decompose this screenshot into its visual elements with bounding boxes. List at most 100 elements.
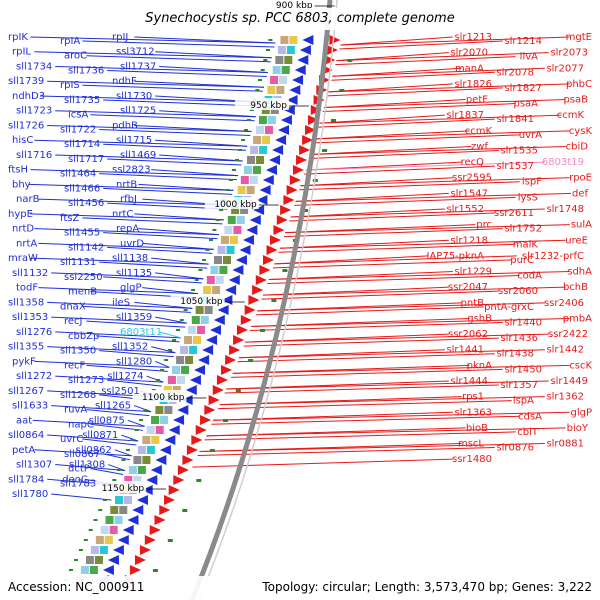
gene-label[interactable]: cbiD: [566, 141, 589, 152]
gene-label[interactable]: sll1464: [60, 169, 96, 180]
forward-gene-arrow[interactable]: [186, 445, 198, 455]
gene-label[interactable]: slr1449: [550, 376, 588, 387]
forward-gene-arrow[interactable]: [307, 115, 319, 125]
gene-label[interactable]: purC: [510, 255, 534, 266]
forward-gene-arrow[interactable]: [305, 125, 317, 135]
gene-label[interactable]: sll1355: [8, 342, 44, 353]
gene-label[interactable]: ssr2062: [448, 329, 488, 340]
reverse-gene-arrow[interactable]: [141, 485, 153, 495]
reverse-gene-arrow[interactable]: [102, 565, 114, 575]
gene-label[interactable]: cysK: [569, 126, 593, 137]
forward-gene-arrow[interactable]: [208, 395, 220, 405]
gene-label[interactable]: ssl2250: [64, 272, 103, 283]
reverse-gene-arrow[interactable]: [217, 305, 229, 315]
forward-gene-arrow[interactable]: [164, 495, 175, 505]
forward-gene-arrow[interactable]: [233, 335, 245, 345]
gene-label[interactable]: slr1218: [450, 235, 488, 246]
reverse-gene-arrow[interactable]: [213, 315, 225, 325]
reverse-gene-arrow[interactable]: [278, 125, 290, 135]
gene-label[interactable]: sll1131: [60, 257, 96, 268]
gene-label[interactable]: sll1737: [120, 61, 156, 72]
forward-gene-arrow[interactable]: [216, 375, 228, 385]
gene-label[interactable]: nrtC: [112, 209, 133, 220]
gene-label[interactable]: cbiT: [517, 427, 539, 438]
gene-label[interactable]: slr1552: [446, 204, 484, 215]
forward-gene-arrow[interactable]: [154, 515, 166, 525]
gene-label[interactable]: ssr2406: [544, 298, 584, 309]
gene-label[interactable]: sll1784: [8, 474, 44, 485]
gene-label[interactable]: bioB: [466, 423, 488, 434]
reverse-gene-arrow[interactable]: [286, 95, 298, 105]
forward-gene-arrow[interactable]: [229, 345, 241, 355]
reverse-gene-arrow[interactable]: [150, 465, 162, 475]
gene-label[interactable]: sulA: [571, 220, 592, 231]
reverse-gene-arrow[interactable]: [235, 255, 247, 265]
gene-label[interactable]: ssr1480: [452, 454, 492, 465]
forward-gene-arrow[interactable]: [276, 215, 288, 225]
forward-gene-arrow[interactable]: [129, 565, 141, 575]
gene-label[interactable]: slr1438: [496, 349, 534, 360]
reverse-gene-arrow[interactable]: [173, 415, 185, 425]
gene-label[interactable]: codA: [517, 271, 542, 282]
forward-gene-arrow[interactable]: [168, 485, 180, 495]
gene-label[interactable]: mraW: [8, 253, 38, 264]
gene-label[interactable]: slr1826: [454, 79, 492, 90]
gene-label[interactable]: ssr2611: [494, 208, 534, 219]
gene-label[interactable]: ftsZ: [60, 213, 79, 224]
gene-label[interactable]: ccmK: [557, 110, 585, 121]
gene-label[interactable]: repA: [116, 224, 139, 235]
forward-gene-arrow[interactable]: [177, 465, 189, 475]
reverse-gene-arrow[interactable]: [185, 385, 197, 395]
reverse-gene-arrow[interactable]: [198, 355, 210, 365]
gene-label[interactable]: mscL: [458, 439, 484, 450]
forward-gene-arrow[interactable]: [221, 365, 233, 375]
gene-label[interactable]: sll1358: [8, 297, 44, 308]
reverse-gene-arrow[interactable]: [265, 165, 277, 175]
gene-label[interactable]: ilvA: [520, 52, 538, 63]
gene-label[interactable]: IAP75-pknA: [427, 251, 485, 262]
forward-gene-arrow[interactable]: [329, 35, 341, 45]
gene-label[interactable]: rfbJ: [120, 194, 137, 205]
reverse-gene-arrow[interactable]: [189, 375, 201, 385]
gene-label[interactable]: ssl2501: [101, 386, 140, 397]
reverse-gene-arrow[interactable]: [299, 45, 311, 55]
reverse-gene-arrow[interactable]: [246, 225, 258, 235]
gene-label[interactable]: slr1837: [446, 110, 484, 121]
gene-label[interactable]: slr1442: [546, 345, 584, 356]
forward-gene-arrow[interactable]: [200, 415, 212, 425]
forward-gene-arrow[interactable]: [252, 285, 264, 295]
gene-label[interactable]: bchB: [563, 282, 588, 293]
gene-label[interactable]: zwf: [471, 141, 488, 152]
forward-gene-arrow[interactable]: [259, 265, 271, 275]
reverse-gene-arrow[interactable]: [259, 185, 271, 195]
gene-label[interactable]: nrtB: [116, 179, 137, 190]
reverse-gene-arrow[interactable]: [242, 235, 254, 245]
reverse-gene-arrow[interactable]: [155, 455, 167, 465]
gene-label[interactable]: icsA: [68, 110, 88, 121]
gene-label[interactable]: glgP: [120, 283, 142, 294]
gene-label[interactable]: slr1232-prfC: [522, 251, 584, 262]
gene-label[interactable]: sll1265: [95, 401, 131, 412]
gene-label[interactable]: sll1359: [116, 312, 152, 323]
gene-label[interactable]: pntB: [461, 298, 485, 309]
gene-label[interactable]: slr2078: [496, 67, 534, 78]
forward-gene-arrow[interactable]: [159, 505, 171, 515]
gene-label[interactable]: prc: [476, 220, 492, 231]
gene-label[interactable]: mgtE: [566, 32, 592, 43]
gene-label[interactable]: psaB: [563, 95, 588, 106]
reverse-gene-arrow[interactable]: [146, 475, 158, 485]
gene-label[interactable]: sll1715: [116, 135, 152, 146]
gene-label[interactable]: sll1307: [16, 460, 52, 471]
gene-label[interactable]: slr1537: [496, 161, 534, 172]
gene-label[interactable]: sll1273: [68, 375, 104, 386]
forward-gene-arrow[interactable]: [283, 195, 295, 205]
gene-label[interactable]: pmbA: [563, 313, 592, 324]
gene-label[interactable]: sll1466: [64, 183, 100, 194]
forward-gene-arrow[interactable]: [240, 315, 252, 325]
gene-label[interactable]: hypE: [8, 209, 33, 220]
reverse-gene-arrow[interactable]: [253, 205, 265, 215]
gene-label[interactable]: todF: [16, 283, 38, 294]
reverse-gene-arrow[interactable]: [262, 175, 274, 185]
gene-label[interactable]: slr2077: [546, 63, 584, 74]
gene-label[interactable]: slr1547: [450, 188, 488, 199]
